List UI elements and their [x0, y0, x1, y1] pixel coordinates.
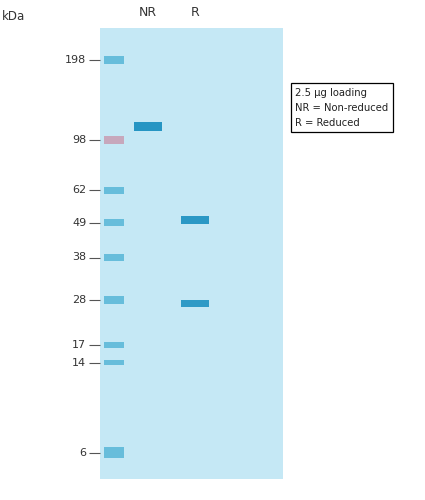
Bar [104, 296, 124, 304]
Text: 2.5 μg loading
NR = Non-reduced
R = Reduced: 2.5 μg loading NR = Non-reduced R = Redu… [295, 88, 388, 128]
Text: 198: 198 [65, 55, 86, 65]
Bar [181, 300, 209, 307]
Text: 14: 14 [72, 358, 86, 368]
Bar [104, 447, 124, 458]
Bar [104, 254, 124, 261]
Text: kDa: kDa [2, 10, 26, 22]
Text: 38: 38 [72, 252, 86, 262]
Text: 17: 17 [72, 340, 86, 350]
Text: R: R [190, 6, 199, 18]
Text: NR: NR [139, 6, 157, 18]
Bar [104, 186, 124, 194]
Text: 62: 62 [72, 185, 86, 195]
Bar [104, 360, 124, 365]
Text: 6: 6 [79, 448, 86, 458]
Text: 28: 28 [72, 295, 86, 305]
Bar [100, 28, 283, 479]
Text: 98: 98 [72, 135, 86, 145]
Bar [104, 56, 124, 64]
Bar [134, 122, 162, 132]
Bar [104, 136, 124, 144]
Bar [104, 342, 124, 348]
Bar [181, 216, 209, 224]
Bar [104, 219, 124, 226]
Text: 49: 49 [72, 218, 86, 228]
